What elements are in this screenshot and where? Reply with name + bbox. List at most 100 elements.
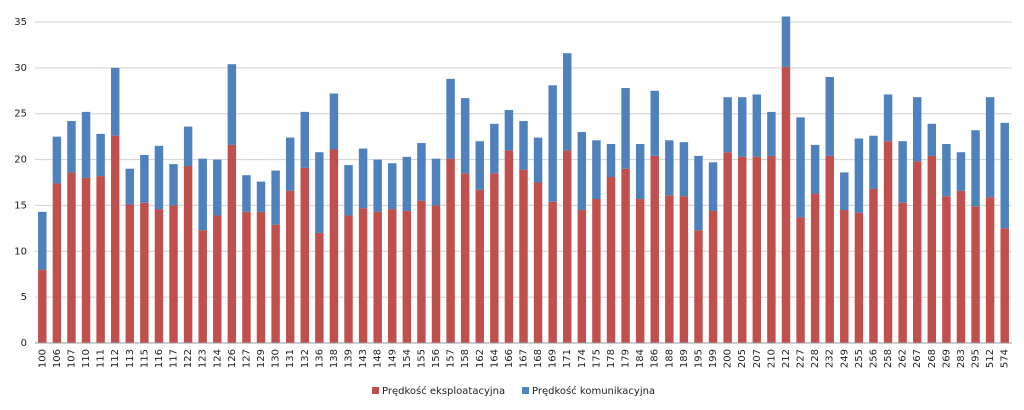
bar-segment [548,85,557,202]
bar-segment [563,150,572,343]
x-tick-label: 179 [621,349,632,368]
bar-segment [577,132,587,211]
bar-segment [869,135,878,189]
x-tick-label: 512 [985,349,996,368]
bar-segment [679,142,689,197]
legend-swatch [522,387,529,394]
bar-segment [635,199,645,343]
bar-segment [315,152,324,233]
bar-segment [606,143,616,177]
x-tick-label: 205 [737,349,748,368]
x-tick-label: 174 [577,349,588,368]
bar-segment [927,123,937,156]
bar-segment [635,143,645,200]
x-tick-label: 188 [664,349,675,368]
bar-segment [781,16,791,67]
bar-segment [446,158,455,343]
x-tick-label: 100 [37,349,48,368]
bar-segment [242,175,251,212]
bar-segment [825,155,834,343]
x-tick-label: 111 [96,349,107,368]
bar-segment [650,155,659,343]
x-tick-label: 258 [883,349,894,368]
x-tick-label: 113 [125,349,136,368]
x-tick-label: 123 [198,349,209,368]
bar-segment [519,121,528,170]
bar-segment [810,193,820,343]
x-tick-label: 143 [358,349,369,368]
bar-segment [533,182,543,343]
x-tick-label: 116 [154,349,165,368]
bar-segment [504,110,514,151]
bar-segment [752,156,762,343]
x-tick-label: 157 [446,349,457,368]
bar-segment [810,144,820,194]
bar-segment [256,181,266,212]
bar-segment [81,111,91,178]
x-tick-label: 136 [314,349,325,368]
bar-segment [227,144,237,343]
x-tick-label: 132 [300,349,311,368]
x-tick-label: 149 [387,349,398,368]
legend-swatch [372,387,379,394]
x-tick-label: 167 [519,349,530,368]
bar-segment [125,204,135,343]
x-tick-label: 184 [635,349,646,368]
bar-segment [883,94,893,142]
x-tick-label: 124 [212,349,223,368]
y-tick-label: 15 [14,200,27,211]
bar-segment [971,206,980,343]
bar-segment [358,148,368,209]
x-tick-label: 122 [183,349,194,368]
x-tick-label: 189 [679,349,690,368]
y-tick-label: 10 [14,246,27,257]
bar-segment [606,176,616,343]
bar-segment [169,205,178,343]
bar-segment [67,172,76,343]
bar-segment [110,135,120,343]
bar-segment [883,141,893,343]
bar-segment [388,209,397,343]
bar-segment [460,98,470,174]
bar-segment [431,205,441,343]
x-tick-label: 158 [460,349,471,368]
bar-segment [329,149,339,343]
x-tick-label: 130 [271,349,282,368]
bar-segment [198,230,207,343]
y-tick-label: 20 [14,155,27,166]
bar-segment [271,224,280,343]
x-tick-label: 267 [912,349,923,368]
x-tick-label: 164 [489,349,500,368]
bar-segment [344,215,353,343]
bar-segment [402,156,412,211]
x-tick-label: 107 [66,349,77,368]
bar-segment [81,177,91,343]
bar-segment [110,67,120,136]
bar-segment [285,190,295,343]
x-tick-label: 106 [52,349,63,368]
x-tick-label: 207 [752,349,763,368]
bar-segment [490,123,499,174]
x-tick-label: 156 [431,349,442,368]
bar-segment [912,161,922,343]
y-tick-label: 0 [21,338,27,349]
bar-segment [840,172,849,211]
bar-segment [285,137,295,191]
x-tick-label: 227 [796,349,807,368]
bar-segment [38,269,47,343]
bar-segment [169,164,178,206]
bar-segment [1000,122,1009,229]
bar-segment [956,190,966,343]
bar-segment [621,168,630,343]
bar-segment [52,183,62,343]
bar-segment [38,211,47,270]
bar-segment [96,133,105,177]
bar-segment [140,154,149,203]
bar-segment [985,97,995,198]
bar-segment [679,196,689,343]
bar-segment [942,143,951,197]
bar-segment [504,150,514,343]
bar-segment [431,158,441,206]
bar-segment [373,159,382,212]
